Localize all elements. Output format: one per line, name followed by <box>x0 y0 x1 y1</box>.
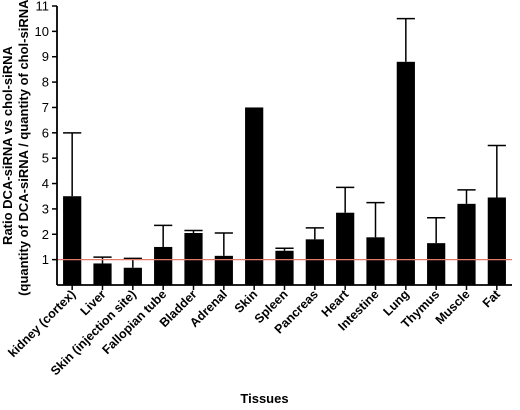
bar <box>154 246 173 285</box>
bar <box>93 263 112 285</box>
y-tick-label: 5 <box>42 151 49 166</box>
y-tick-label: 2 <box>42 227 49 242</box>
y-tick-label: 6 <box>42 125 49 140</box>
bars-group <box>63 61 506 285</box>
bar <box>275 250 294 285</box>
y-axis: 1 2 3 4 5 6 7 8 9 10 11 <box>35 0 58 285</box>
x-tick-label: Fat <box>480 287 504 311</box>
y-axis-title-line1: Ratio DCA-siRNA vs chol-siRNA <box>0 45 15 244</box>
error-bars-group <box>63 17 506 268</box>
bar <box>184 233 203 285</box>
bar <box>63 196 82 285</box>
bar <box>123 267 142 285</box>
y-tick-label: 4 <box>42 176 49 191</box>
bar <box>336 212 355 285</box>
y-tick-label: 1 <box>42 252 49 267</box>
y-axis-title-line2: (quantity of DCA-siRNA / quantity of cho… <box>16 0 31 296</box>
x-tick-label: Muscle <box>433 287 473 327</box>
bar <box>487 197 506 285</box>
bar <box>245 107 264 285</box>
y-tick-label: 8 <box>42 75 49 90</box>
bar <box>427 243 446 285</box>
x-axis-title: Tissues <box>240 391 288 406</box>
bar <box>457 203 476 285</box>
y-tick-label: 3 <box>42 201 49 216</box>
y-tick-label: 10 <box>35 24 49 39</box>
y-tick-label: 9 <box>42 49 49 64</box>
bar <box>396 61 415 285</box>
bar <box>366 237 385 285</box>
y-tick-label: 7 <box>42 100 49 115</box>
y-tick-label: 11 <box>36 0 50 14</box>
bar <box>214 255 233 285</box>
bar <box>305 239 324 285</box>
